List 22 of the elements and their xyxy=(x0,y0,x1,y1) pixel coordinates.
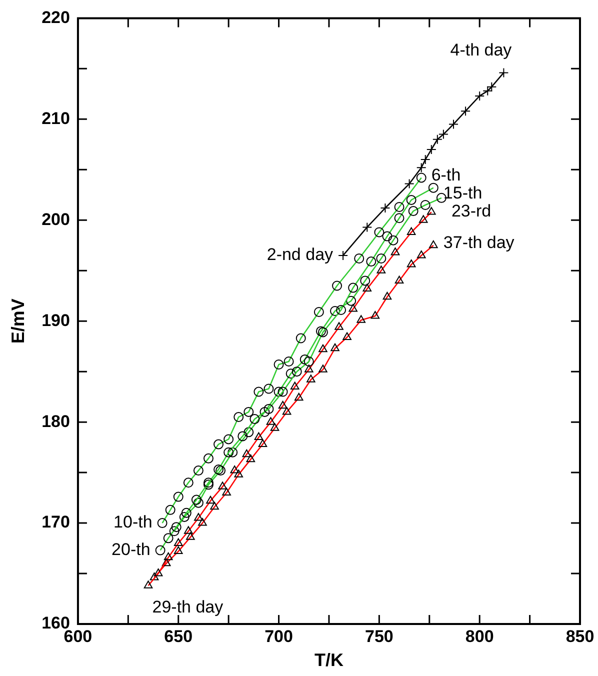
annotation: 37-th day xyxy=(443,233,515,252)
x-tick-label: 750 xyxy=(365,626,394,646)
annotation: 15-th xyxy=(443,184,482,203)
x-tick-label: 650 xyxy=(164,626,193,646)
annotation: 20-th xyxy=(112,540,150,559)
y-tick-label: 190 xyxy=(42,310,70,330)
annotation: 2-nd day xyxy=(266,245,334,264)
y-tick-label: 200 xyxy=(42,210,70,229)
x-tick-label: 800 xyxy=(465,626,494,646)
annotation: 23-rd xyxy=(451,202,492,221)
y-tick-label: 220 xyxy=(42,8,70,27)
x-tick-label: 700 xyxy=(264,626,293,646)
annotation: 10-th xyxy=(114,512,152,532)
x-axis-title: T/K xyxy=(314,650,344,670)
y-tick-label: 210 xyxy=(42,108,70,128)
annotation: 29-th day xyxy=(152,597,224,616)
annotation: 4-th day xyxy=(450,40,512,60)
y-tick-label: 170 xyxy=(42,512,70,532)
y-tick-label: 180 xyxy=(42,412,70,431)
x-tick-label: 850 xyxy=(566,626,594,646)
annotation: 6-th xyxy=(431,165,461,184)
y-axis-title: E/mV xyxy=(8,298,28,344)
